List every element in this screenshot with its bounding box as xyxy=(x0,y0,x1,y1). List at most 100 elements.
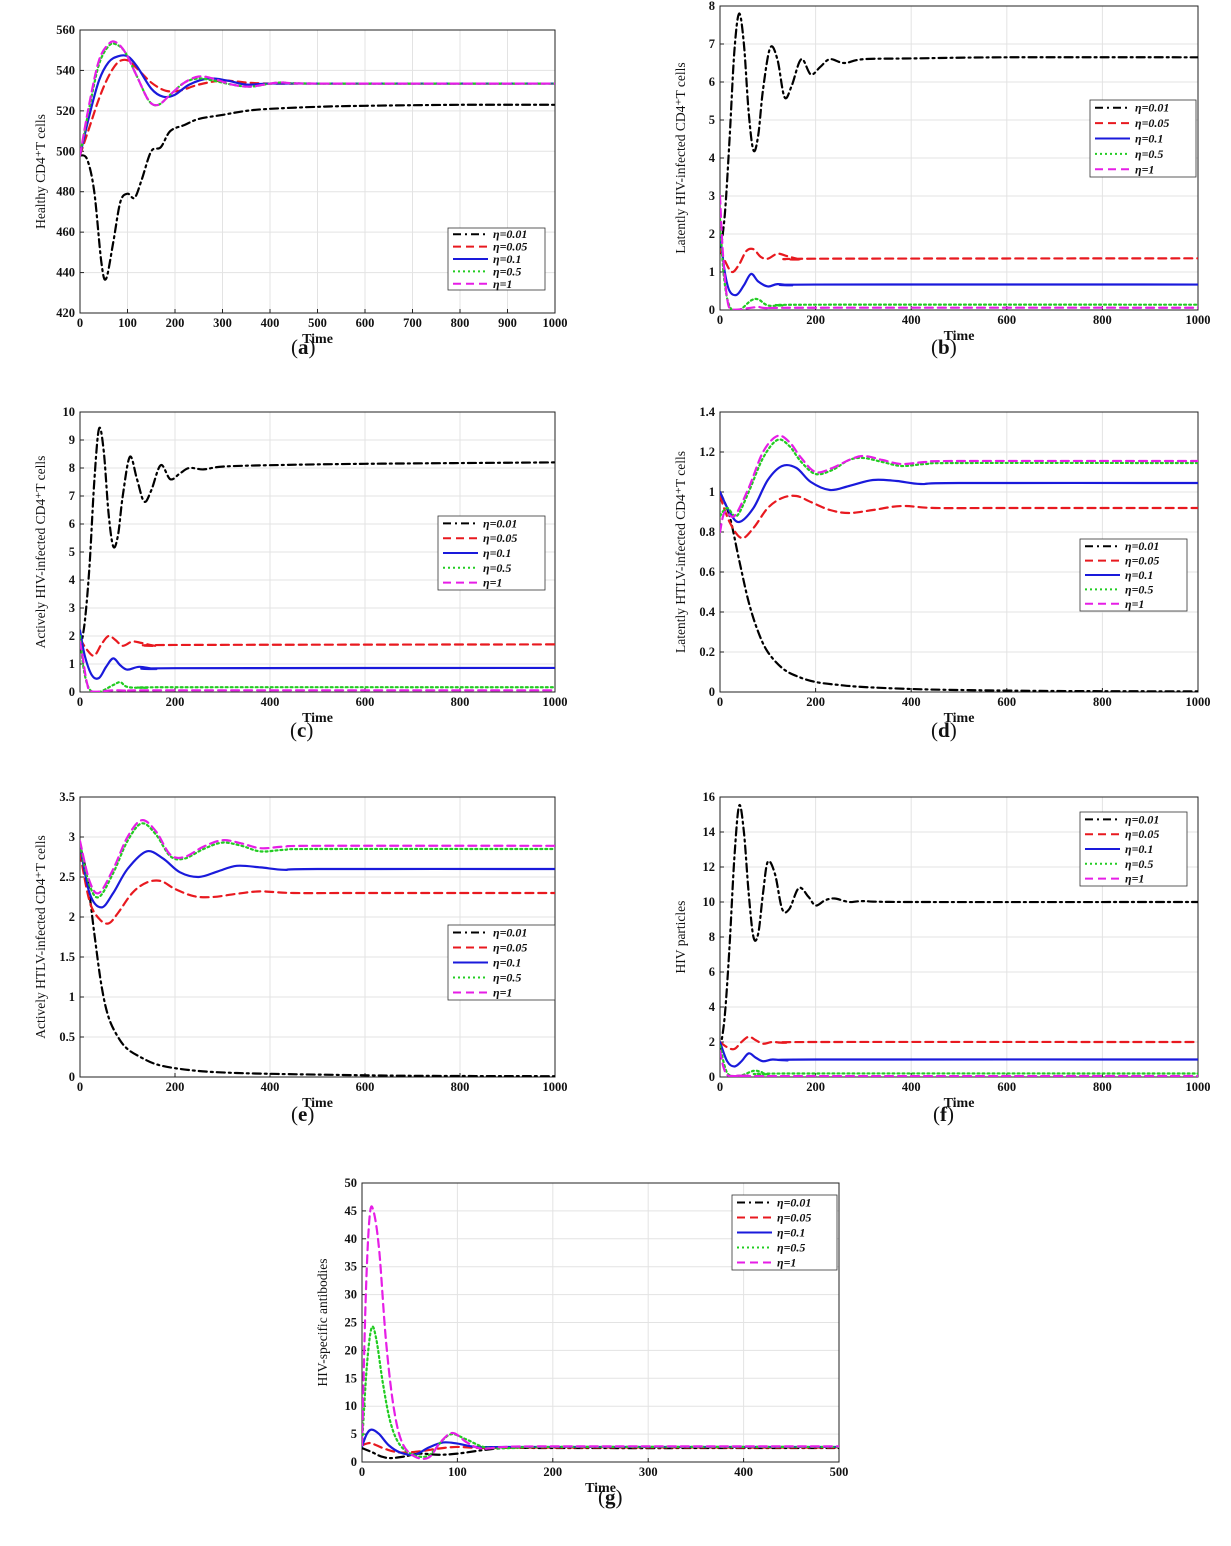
y-tick-label: 10 xyxy=(345,1399,358,1413)
legend: η=0.01η=0.05η=0.1η=0.5η=1 xyxy=(447,227,546,291)
x-axis-label: Time xyxy=(944,1096,975,1111)
x-tick-label: 400 xyxy=(902,313,921,327)
x-axis-label: Time xyxy=(585,1481,616,1496)
series-line-2 xyxy=(80,851,555,925)
series-line-1 xyxy=(80,103,555,281)
series-line-5 xyxy=(720,1049,1198,1077)
x-axis-label: Time xyxy=(302,1096,333,1111)
x-tick-label: 100 xyxy=(118,316,137,330)
y-tick-label: 15 xyxy=(345,1371,358,1385)
x-tick-label: 600 xyxy=(356,1080,375,1094)
legend-label-1: η=0.01 xyxy=(483,516,517,530)
y-tick-label: 20 xyxy=(345,1343,358,1357)
series-line-1 xyxy=(80,426,555,652)
x-tick-label: 800 xyxy=(1093,1080,1112,1094)
legend-label-4: η=0.5 xyxy=(483,561,511,575)
y-axis-label: Actively HIV-infected CD4⁺T cells xyxy=(33,456,48,649)
series-line-1 xyxy=(720,12,1198,255)
series-line-3 xyxy=(80,629,555,680)
series-line-4 xyxy=(720,1044,1198,1077)
legend-label-1: η=0.01 xyxy=(1135,101,1169,115)
y-tick-label: 560 xyxy=(56,23,75,37)
series-line-2 xyxy=(80,634,555,657)
x-tick-label: 1000 xyxy=(1186,1080,1211,1094)
y-tick-label: 2 xyxy=(69,629,75,643)
series-line-4 xyxy=(362,1325,839,1459)
y-tick-label: 0 xyxy=(709,1070,715,1084)
y-tick-label: 7 xyxy=(69,489,75,503)
panel-label-d: (d) xyxy=(931,718,957,742)
x-tick-label: 200 xyxy=(166,1080,185,1094)
x-tick-label: 200 xyxy=(543,1465,562,1479)
legend-label-1: η=0.01 xyxy=(777,1196,811,1210)
x-axis-label: Time xyxy=(302,711,333,726)
x-tick-label: 200 xyxy=(166,316,185,330)
y-tick-label: 440 xyxy=(56,266,75,280)
y-tick-label: 1.5 xyxy=(59,950,75,964)
y-tick-label: 2.5 xyxy=(59,870,75,884)
legend-label-3: η=0.1 xyxy=(1125,568,1153,582)
series-line-1 xyxy=(80,843,555,1077)
series-group xyxy=(720,803,1198,1077)
y-tick-label: 8 xyxy=(709,930,715,944)
legend-label-5: η=1 xyxy=(1125,872,1144,886)
panel-label-g: (g) xyxy=(598,1485,623,1509)
y-tick-label: 0.6 xyxy=(699,565,715,579)
y-tick-label: 7 xyxy=(709,37,715,51)
y-tick-label: 6 xyxy=(709,965,715,979)
y-tick-label: 1 xyxy=(69,657,75,671)
y-tick-label: 10 xyxy=(703,895,716,909)
x-tick-label: 0 xyxy=(77,1080,83,1094)
y-tick-label: 25 xyxy=(345,1316,358,1330)
x-tick-label: 200 xyxy=(806,313,825,327)
y-axis-label: Latently HIV-infected CD4⁺T cells xyxy=(673,62,688,253)
series-line-1 xyxy=(720,490,1198,692)
series-line-1 xyxy=(720,803,1198,1052)
x-axis-label: Time xyxy=(944,711,975,726)
legend-label-1: η=0.01 xyxy=(493,926,527,940)
series-group xyxy=(720,434,1198,692)
legend-label-4: η=0.5 xyxy=(1125,582,1153,596)
y-tick-label: 3 xyxy=(69,830,75,844)
y-tick-label: 1.2 xyxy=(699,445,715,459)
series-line-4 xyxy=(80,42,555,157)
y-tick-label: 420 xyxy=(56,306,75,320)
legend-label-1: η=0.01 xyxy=(493,227,527,241)
legend: η=0.01η=0.05η=0.1η=0.5η=1 xyxy=(1079,811,1188,887)
x-tick-label: 400 xyxy=(902,1080,921,1094)
series-line-5 xyxy=(720,194,1198,310)
x-tick-label: 1000 xyxy=(543,316,568,330)
series-line-2 xyxy=(720,247,1198,274)
y-axis-label: HIV particles xyxy=(673,901,688,974)
y-tick-label: 4 xyxy=(709,151,716,165)
x-tick-label: 1000 xyxy=(543,695,568,709)
x-tick-label: 1000 xyxy=(1186,313,1211,327)
y-tick-label: 30 xyxy=(345,1288,358,1302)
legend-label-5: η=1 xyxy=(493,986,512,1000)
series-line-3 xyxy=(80,843,555,909)
legend-label-4: η=0.5 xyxy=(1125,857,1153,871)
legend-label-2: η=0.05 xyxy=(493,240,527,254)
legend-label-5: η=1 xyxy=(483,576,502,590)
panel-label-c: (c) xyxy=(290,718,314,742)
x-tick-label: 500 xyxy=(830,1465,849,1479)
x-tick-label: 800 xyxy=(1093,695,1112,709)
series-line-5 xyxy=(80,640,555,692)
y-axis-label: Healthy CD4⁺T cells xyxy=(33,114,48,229)
series-line-5 xyxy=(362,1205,839,1460)
x-tick-label: 0 xyxy=(77,695,83,709)
x-tick-label: 800 xyxy=(451,695,470,709)
legend-label-3: η=0.1 xyxy=(1125,842,1153,856)
legend-label-5: η=1 xyxy=(777,1256,796,1270)
y-tick-label: 6 xyxy=(69,517,75,531)
y-tick-label: 540 xyxy=(56,63,75,77)
legend-label-4: η=0.5 xyxy=(777,1241,805,1255)
y-axis-label: Latently HTLV-infected CD4⁺T cells xyxy=(673,451,688,653)
panel-label-f: (f) xyxy=(933,1102,954,1126)
x-tick-label: 0 xyxy=(717,313,723,327)
y-tick-label: 3 xyxy=(709,189,715,203)
series-line-4 xyxy=(80,822,555,899)
